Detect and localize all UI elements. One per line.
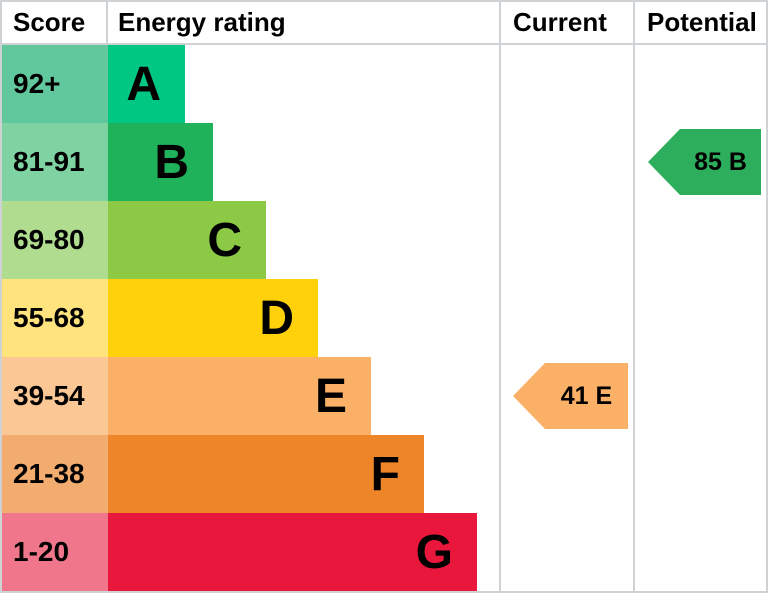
band-bar: B (108, 123, 213, 201)
band-row-b: 81-91 B (2, 123, 766, 201)
score-cell: 39-54 (2, 357, 108, 435)
score-cell: 92+ (2, 45, 108, 123)
band-bar: A (108, 45, 185, 123)
band-bar: D (108, 279, 318, 357)
band-letter: A (126, 57, 161, 111)
header-score: Score (13, 7, 86, 37)
band-row-e: 39-54 E (2, 357, 766, 435)
band-row-d: 55-68 D (2, 279, 766, 357)
header-divider-line (2, 43, 766, 45)
current-rating-label: 41 E (560, 381, 613, 410)
band-bar: E (108, 357, 371, 435)
score-range-label: 21-38 (13, 458, 85, 489)
band-row-f: 21-38 F (2, 435, 766, 513)
score-cell: 69-80 (2, 201, 108, 279)
score-range-label: 81-91 (13, 146, 85, 177)
score-cell: 55-68 (2, 279, 108, 357)
potential-rating-arrow: 85 B (648, 129, 761, 195)
band-rows: 92+ A 81-91 B 69-80 C 55-68 D 39-54 E (2, 45, 766, 591)
header-current: Current (513, 7, 607, 37)
header-potential: Potential (647, 7, 757, 37)
score-cell: 81-91 (2, 123, 108, 201)
score-range-label: 92+ (13, 68, 61, 99)
band-bar: F (108, 435, 424, 513)
band-letter: C (207, 213, 242, 267)
score-cell: 1-20 (2, 513, 108, 591)
score-range-label: 39-54 (13, 380, 85, 411)
score-column-divider (106, 2, 108, 43)
score-range-label: 55-68 (13, 302, 85, 333)
band-bar: G (108, 513, 477, 591)
band-letter: E (314, 369, 347, 423)
band-letter: D (259, 291, 294, 345)
band-letter: B (154, 135, 189, 189)
band-row-c: 69-80 C (2, 201, 766, 279)
band-letter: F (370, 447, 400, 501)
potential-rating-label: 85 B (694, 147, 747, 176)
score-range-label: 1-20 (13, 536, 70, 567)
header-energy-rating: Energy rating (118, 7, 286, 37)
current-column-divider (499, 2, 501, 591)
score-range-label: 69-80 (13, 224, 85, 255)
score-cell: 21-38 (2, 435, 108, 513)
band-row-a: 92+ A (2, 45, 766, 123)
band-bar: C (108, 201, 266, 279)
potential-column-divider (633, 2, 635, 591)
band-letter: G (415, 525, 453, 579)
band-row-g: 1-20 G (2, 513, 766, 591)
